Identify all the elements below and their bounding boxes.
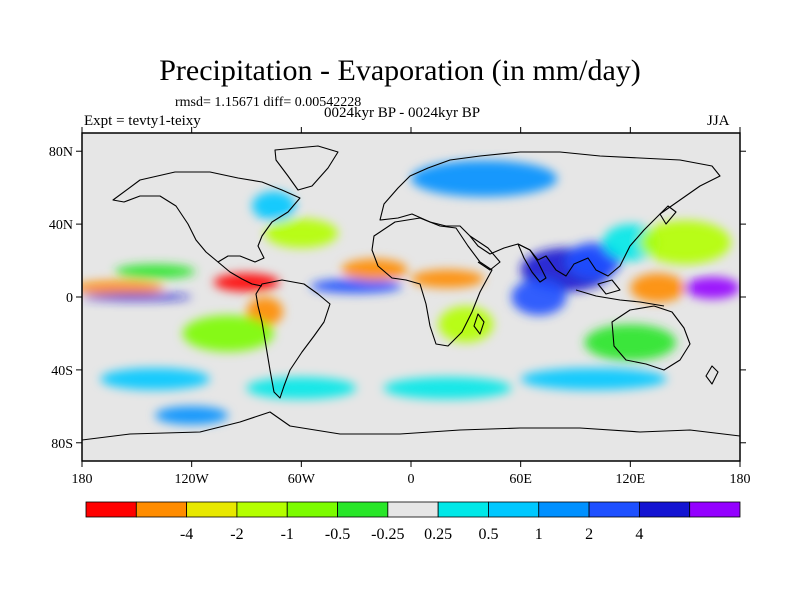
colorbar-swatch [387, 501, 439, 518]
field-region [246, 377, 357, 400]
colorbar-label: 1 [535, 526, 543, 543]
field-layer [82, 160, 740, 425]
field-region [100, 368, 210, 390]
colorbar-label: 0.25 [424, 526, 452, 543]
field-region [639, 220, 731, 265]
colorbar-swatch [538, 501, 590, 518]
period-label: 0024kyr BP - 0024kyr BP [324, 105, 481, 121]
colorbar-swatch [638, 501, 691, 518]
field-region [584, 324, 677, 361]
field-region [264, 218, 338, 248]
field-region [520, 368, 667, 390]
colorbar-label: 0.5 [478, 526, 498, 543]
lon-tick-label: 60E [509, 472, 532, 487]
coast-north-america [112, 171, 301, 263]
season-label: JJA [707, 113, 730, 129]
colorbar-swatch [85, 501, 137, 518]
experiment-label: Expt = tevty1-teixy [84, 113, 201, 129]
field-region [82, 293, 192, 301]
coast-madagascar [473, 313, 485, 335]
coast-central-america [217, 261, 263, 287]
field-region [341, 258, 408, 281]
colorbar-swatch [135, 501, 188, 518]
field-region [155, 406, 229, 425]
coast-india [517, 243, 547, 283]
coast-antarctica [82, 411, 740, 441]
lon-tick-label: 180 [730, 472, 751, 487]
coast-indonesia [575, 279, 665, 307]
lon-tick-label: 180 [72, 472, 93, 487]
field-region [685, 276, 740, 299]
field-region [511, 278, 567, 316]
coast-australia [611, 305, 691, 371]
coast-new-zealand [705, 365, 719, 385]
colorbar-swatch [588, 501, 640, 518]
coast-greenland [274, 145, 339, 191]
map-axes: 80N 40N 0 40S 80S 180 120W 60W 0 60E 120E 180 [49, 127, 751, 487]
field-region [213, 273, 280, 292]
field-region [251, 191, 296, 221]
field-region [246, 297, 284, 327]
colorbar-label: -1 [281, 526, 294, 543]
colorbar-swatch [236, 501, 288, 518]
field-region [82, 280, 165, 296]
coast-japan [659, 205, 677, 225]
colorbar-label: 2 [585, 526, 593, 543]
colorbar-swatch [337, 501, 389, 518]
lat-tick-label: 80S [51, 437, 73, 452]
coast-south-america [255, 279, 331, 399]
field-region [630, 273, 686, 303]
field-region [182, 315, 274, 352]
lat-tick-label: 80N [49, 145, 73, 160]
field-region [310, 278, 402, 294]
colorbar-label: -0.25 [371, 526, 404, 543]
colorbar-swatch [186, 501, 238, 518]
coast-eurasia [379, 151, 721, 277]
colorbar-label: -2 [230, 526, 243, 543]
field-region [114, 264, 196, 279]
stats-text: rmsd= 1.15671 diff= 0.00542228 [175, 95, 362, 110]
chart-title: Precipitation - Evaporation (in mm/day) [159, 54, 641, 87]
coast-africa [371, 217, 493, 347]
colorbar-swatch [488, 501, 540, 518]
lon-tick-label: 0 [408, 472, 415, 487]
colorbar-label: 4 [635, 526, 643, 543]
colorbar-swatch [689, 501, 741, 518]
lat-tick-label: 0 [66, 291, 73, 306]
colorbar-label: -4 [180, 526, 193, 543]
field-region [411, 160, 558, 197]
lat-tick-label: 40S [51, 364, 73, 379]
lat-tick-label: 40N [49, 218, 73, 233]
lon-tick-label: 120E [616, 472, 646, 487]
field-region [411, 269, 485, 288]
colorbar-swatch [286, 501, 338, 518]
colorbar-swatch [437, 501, 489, 518]
coast-arabia [469, 235, 501, 271]
coastlines [82, 145, 740, 441]
lon-tick-label: 60W [288, 472, 316, 487]
field-region [383, 377, 512, 400]
map-background [82, 133, 740, 461]
colorbar: -4 -2 -1 -0.5 -0.25 0.25 0.5 1 2 4 [85, 501, 741, 543]
lon-tick-label: 120W [175, 472, 210, 487]
colorbar-label: -0.5 [325, 526, 350, 543]
